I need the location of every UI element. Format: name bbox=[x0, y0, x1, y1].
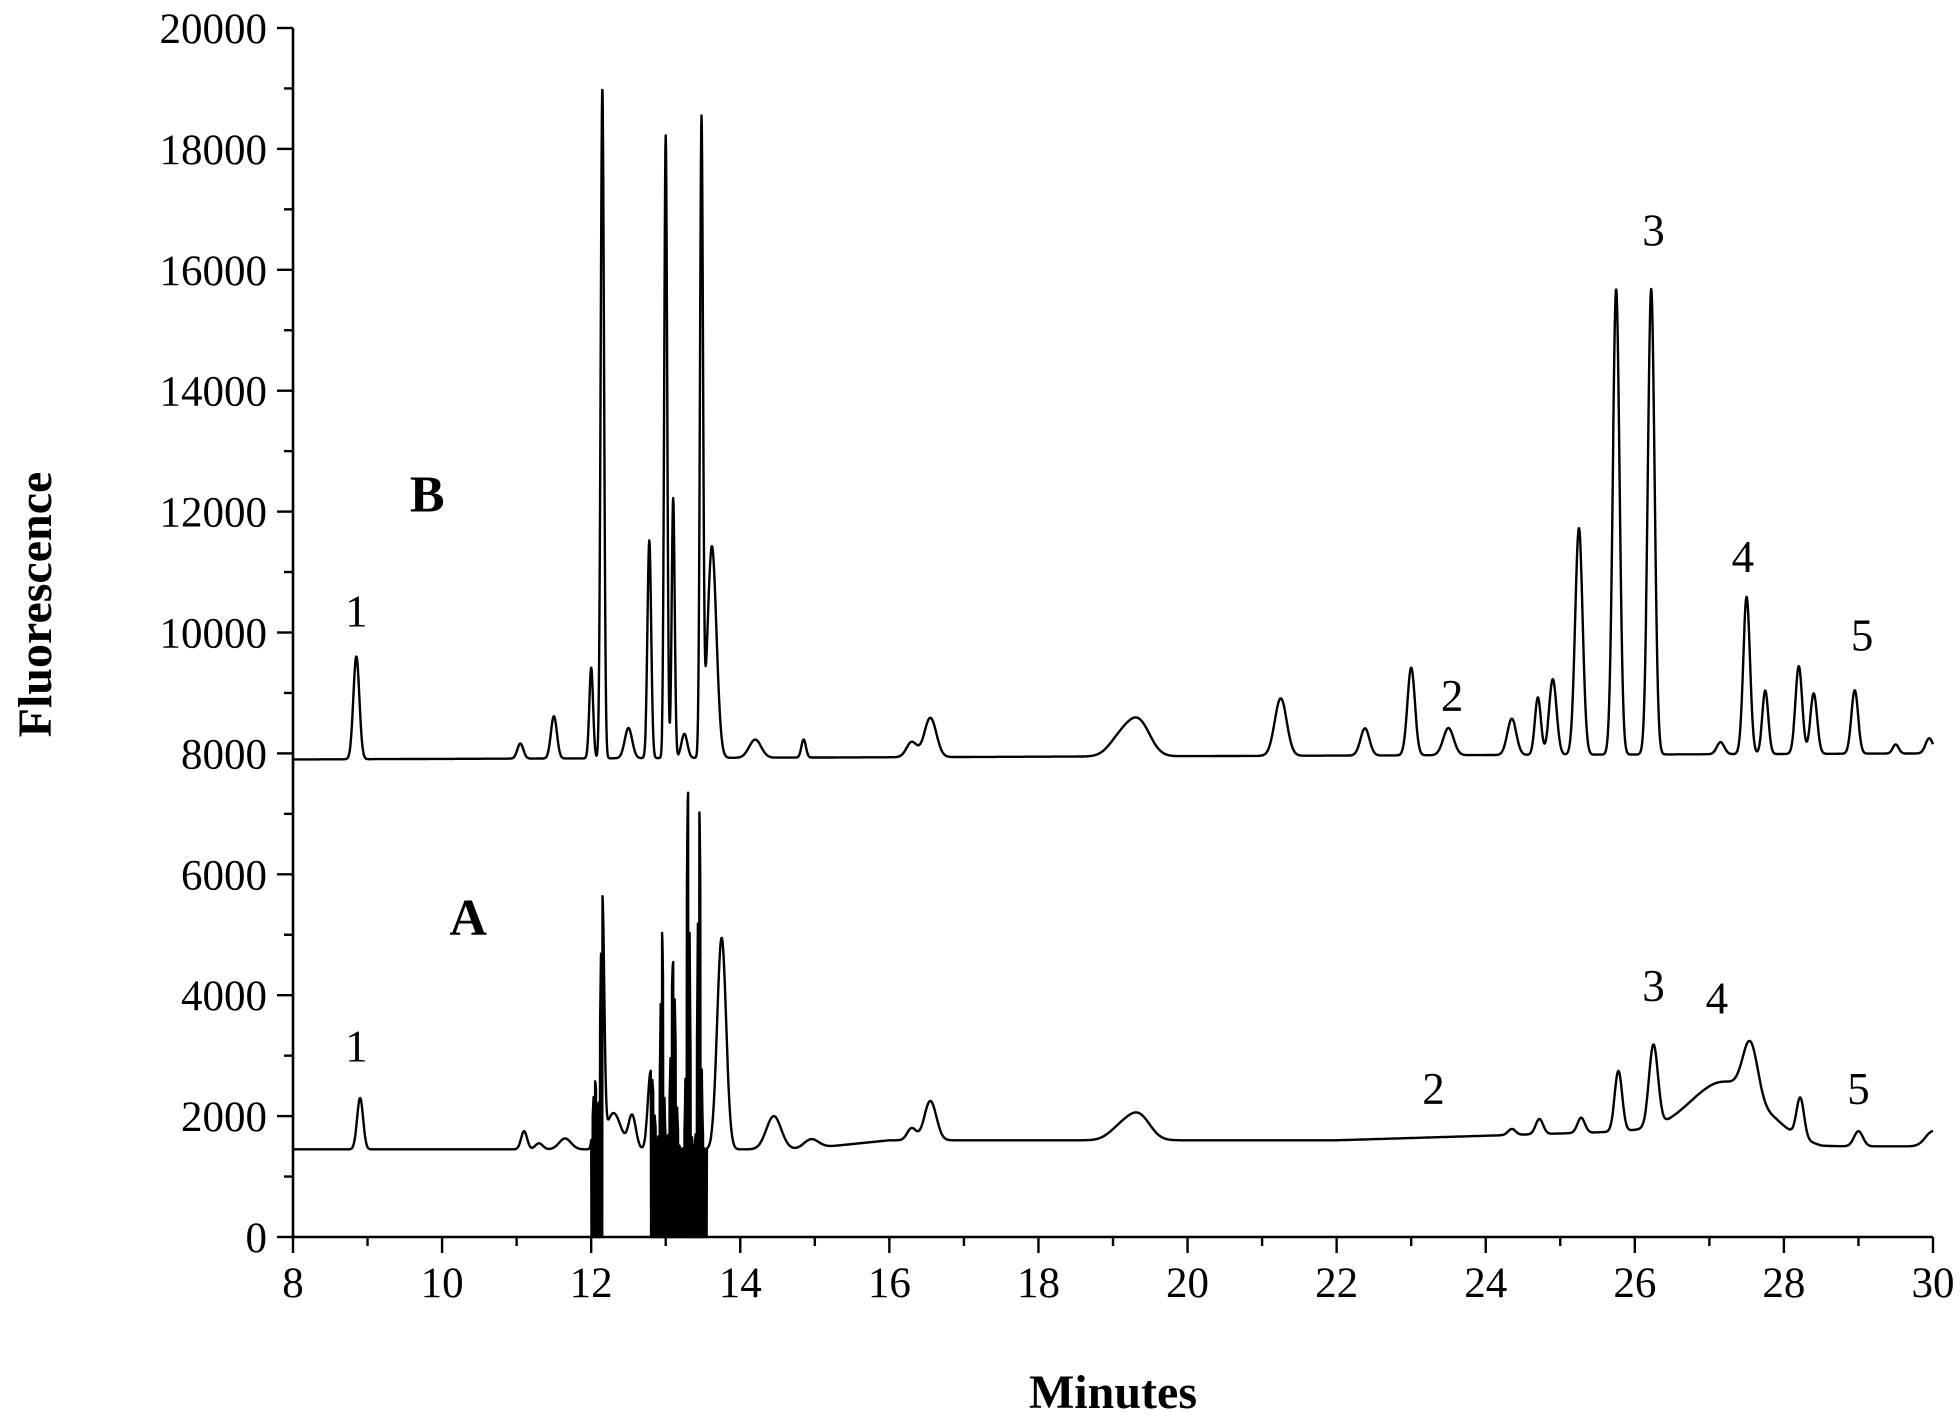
y-tick-label: 20000 bbox=[160, 6, 268, 53]
traces-layer bbox=[292, 88, 1935, 1239]
y-tick-label: 4000 bbox=[181, 973, 267, 1020]
peak-label: 4 bbox=[1706, 973, 1729, 1023]
x-tick-label: 30 bbox=[1912, 1260, 1955, 1307]
x-tick-label: 10 bbox=[421, 1260, 464, 1307]
peak-label: 2 bbox=[1422, 1064, 1445, 1114]
y-tick-label: 0 bbox=[246, 1215, 268, 1262]
trace-label: B bbox=[410, 467, 445, 524]
x-tick-label: 24 bbox=[1464, 1260, 1507, 1307]
x-tick-label: 22 bbox=[1315, 1260, 1358, 1307]
trace-B bbox=[292, 88, 1935, 761]
x-tick-label: 8 bbox=[282, 1260, 304, 1307]
peak-label: 3 bbox=[1642, 206, 1665, 256]
peak-label: 5 bbox=[1851, 611, 1874, 661]
x-tick-label: 18 bbox=[1017, 1260, 1060, 1307]
peak-label: 4 bbox=[1732, 532, 1755, 582]
ticks-layer: 8 10 12 14 16 18 20 22 24 26 28 3002000400060008000… bbox=[160, 6, 1955, 1307]
trace-label: A bbox=[449, 890, 487, 947]
axes-layer bbox=[291, 28, 1933, 1239]
x-tick-label: 12 bbox=[570, 1260, 613, 1307]
x-tick-label: 16 bbox=[868, 1260, 911, 1307]
y-tick-label: 14000 bbox=[160, 369, 268, 416]
y-axis-title: Fluorescence bbox=[9, 472, 62, 738]
x-axis-title: Minutes bbox=[1029, 1366, 1197, 1419]
y-tick-label: 18000 bbox=[160, 127, 268, 174]
peak-label: 1 bbox=[345, 1022, 368, 1072]
y-tick-label: 2000 bbox=[181, 1094, 267, 1141]
y-tick-label: 12000 bbox=[160, 490, 268, 537]
x-tick-label: 14 bbox=[719, 1260, 762, 1307]
y-tick-label: 8000 bbox=[181, 731, 267, 778]
x-tick-label: 20 bbox=[1166, 1260, 1209, 1307]
trace-A bbox=[292, 791, 1934, 1239]
x-tick-label: 28 bbox=[1762, 1260, 1805, 1307]
y-tick-label: 10000 bbox=[160, 611, 268, 658]
y-tick-label: 16000 bbox=[160, 248, 268, 295]
x-tick-label: 26 bbox=[1613, 1260, 1656, 1307]
peak-label: 2 bbox=[1441, 671, 1464, 721]
y-tick-label: 6000 bbox=[181, 852, 267, 899]
peak-label: 3 bbox=[1642, 961, 1665, 1011]
peak-label: 1 bbox=[345, 586, 368, 636]
peak-label: 5 bbox=[1847, 1064, 1870, 1114]
